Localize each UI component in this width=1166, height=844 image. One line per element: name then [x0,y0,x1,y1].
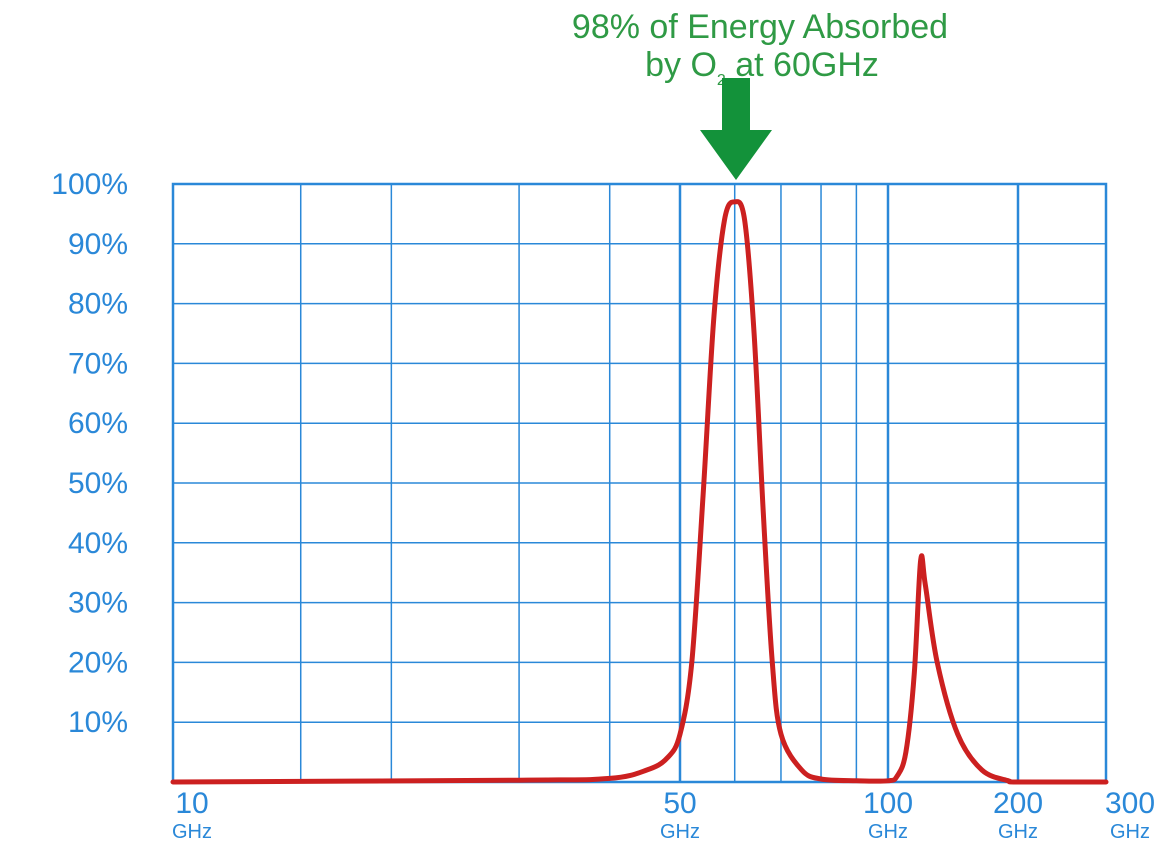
annotation-line-2-subscript: 2 [717,72,726,89]
x-tick-unit-label: GHz [1110,821,1150,843]
plot-frame [171,182,1108,784]
annotation-line-1: 98% of Energy Absorbed [572,8,948,46]
y-tick-label: 90% [68,228,128,261]
y-tick-label: 20% [68,646,128,679]
x-tick-label: 100 [863,787,913,820]
grid [171,182,1108,784]
absorption-curve [170,199,1109,785]
y-tick-label: 30% [68,587,128,620]
x-tick-label: 300 [1105,787,1155,820]
x-tick-label: 10 [175,787,208,820]
annotation-line-2-prefix: by O [645,46,717,84]
y-axis-ticks: 100% 90% 80% 70% 60% 50% 40% 30% 20% 10% [51,168,128,739]
down-arrow-icon [700,78,772,180]
series-layer [170,199,1109,785]
y-tick-label: 100% [51,168,128,201]
annotation-line-2: by O2 at 60GHz [645,46,879,89]
x-tick-label: 200 [993,787,1043,820]
annotation-line-2-suffix: at 60GHz [726,46,879,84]
y-tick-label: 10% [68,706,128,739]
y-tick-label: 50% [68,467,128,500]
y-tick-label: 60% [68,407,128,440]
x-tick-unit-label: GHz [868,821,908,843]
x-tick-unit-label: GHz [998,821,1038,843]
y-tick-label: 70% [68,347,128,380]
y-tick-label: 80% [68,288,128,321]
x-tick-label: 50 [663,787,696,820]
x-tick-unit-label: GHz [172,821,212,843]
x-tick-unit-label: GHz [660,821,700,843]
y-tick-label: 40% [68,527,128,560]
